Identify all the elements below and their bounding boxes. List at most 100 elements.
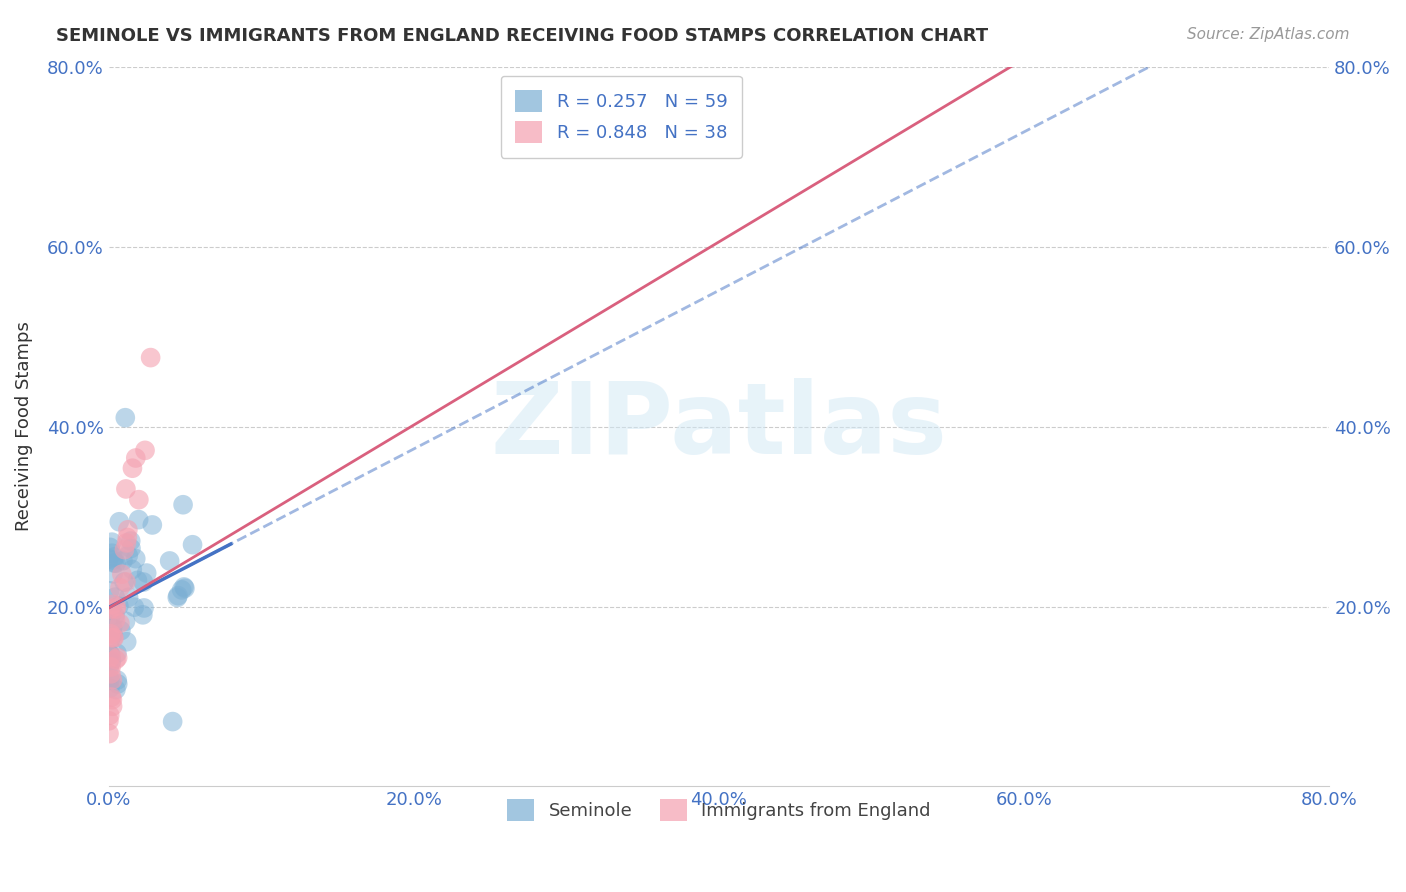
Y-axis label: Receiving Food Stamps: Receiving Food Stamps: [15, 322, 32, 532]
Immigrants from England: [117, 523, 139, 537]
Seminole: [172, 498, 194, 512]
Immigrants from England: [104, 613, 127, 627]
Immigrants from England: [101, 692, 124, 706]
Seminole: [128, 513, 150, 527]
Seminole: [98, 583, 121, 598]
Seminole: [105, 556, 128, 570]
Immigrants from England: [101, 673, 124, 687]
Seminole: [127, 574, 149, 588]
Seminole: [105, 673, 128, 687]
Seminole: [104, 608, 127, 623]
Seminole: [100, 654, 122, 668]
Immigrants from England: [101, 597, 124, 611]
Seminole: [141, 518, 163, 533]
Text: ZIPatlas: ZIPatlas: [491, 378, 948, 475]
Immigrants from England: [107, 650, 129, 665]
Seminole: [114, 614, 136, 628]
Seminole: [98, 648, 121, 662]
Immigrants from England: [115, 574, 138, 589]
Seminole: [120, 534, 142, 549]
Seminole: [121, 562, 143, 576]
Immigrants from England: [100, 627, 122, 641]
Immigrants from England: [100, 649, 122, 664]
Seminole: [103, 566, 125, 581]
Seminole: [181, 538, 204, 552]
Immigrants from England: [105, 599, 128, 614]
Seminole: [111, 554, 134, 568]
Seminole: [120, 541, 142, 556]
Immigrants from England: [115, 482, 138, 496]
Immigrants from England: [707, 41, 730, 55]
Seminole: [100, 648, 122, 662]
Immigrants from England: [128, 492, 150, 507]
Seminole: [166, 591, 188, 605]
Seminole: [101, 535, 124, 549]
Seminole: [117, 549, 139, 563]
Immigrants from England: [100, 666, 122, 681]
Seminole: [103, 627, 125, 641]
Immigrants from England: [100, 602, 122, 616]
Immigrants from England: [1197, 41, 1219, 55]
Seminole: [112, 575, 135, 590]
Seminole: [174, 581, 197, 595]
Immigrants from England: [111, 567, 134, 582]
Seminole: [103, 549, 125, 564]
Seminole: [173, 580, 195, 594]
Immigrants from England: [134, 443, 156, 458]
Immigrants from England: [105, 602, 128, 616]
Seminole: [107, 677, 129, 691]
Seminole: [105, 646, 128, 660]
Seminole: [104, 590, 127, 604]
Text: SEMINOLE VS IMMIGRANTS FROM ENGLAND RECEIVING FOOD STAMPS CORRELATION CHART: SEMINOLE VS IMMIGRANTS FROM ENGLAND RECE…: [56, 27, 988, 45]
Seminole: [101, 546, 124, 560]
Immigrants from England: [139, 351, 162, 365]
Seminole: [125, 551, 148, 566]
Seminole: [162, 714, 184, 729]
Seminole: [115, 634, 138, 648]
Seminole: [124, 600, 146, 615]
Seminole: [108, 515, 131, 529]
Immigrants from England: [100, 660, 122, 674]
Immigrants from England: [117, 531, 139, 545]
Immigrants from England: [108, 616, 131, 631]
Seminole: [98, 541, 121, 555]
Immigrants from England: [103, 631, 125, 645]
Immigrants from England: [97, 714, 120, 728]
Seminole: [159, 554, 181, 568]
Seminole: [104, 682, 127, 697]
Seminole: [170, 582, 193, 597]
Seminole: [167, 589, 190, 603]
Legend: Seminole, Immigrants from England: Seminole, Immigrants from England: [494, 784, 945, 835]
Immigrants from England: [98, 726, 121, 740]
Immigrants from England: [101, 699, 124, 714]
Immigrants from England: [98, 708, 121, 723]
Seminole: [98, 673, 121, 687]
Seminole: [132, 575, 155, 590]
Immigrants from England: [1090, 41, 1112, 55]
Seminole: [100, 656, 122, 670]
Seminole: [100, 603, 122, 617]
Immigrants from England: [115, 536, 138, 550]
Seminole: [103, 556, 125, 570]
Immigrants from England: [104, 652, 127, 666]
Text: Source: ZipAtlas.com: Source: ZipAtlas.com: [1187, 27, 1350, 42]
Immigrants from England: [103, 631, 125, 645]
Seminole: [135, 566, 157, 580]
Seminole: [114, 410, 136, 425]
Immigrants from England: [108, 581, 131, 595]
Seminole: [103, 553, 125, 567]
Seminole: [98, 633, 121, 648]
Seminole: [110, 624, 132, 638]
Immigrants from England: [100, 690, 122, 705]
Seminole: [108, 599, 131, 613]
Seminole: [132, 607, 155, 622]
Immigrants from England: [125, 450, 148, 465]
Immigrants from England: [112, 542, 135, 557]
Immigrants from England: [121, 461, 143, 475]
Seminole: [101, 621, 124, 635]
Seminole: [98, 661, 121, 675]
Seminole: [98, 681, 121, 695]
Seminole: [100, 608, 122, 623]
Seminole: [97, 552, 120, 566]
Seminole: [132, 601, 155, 615]
